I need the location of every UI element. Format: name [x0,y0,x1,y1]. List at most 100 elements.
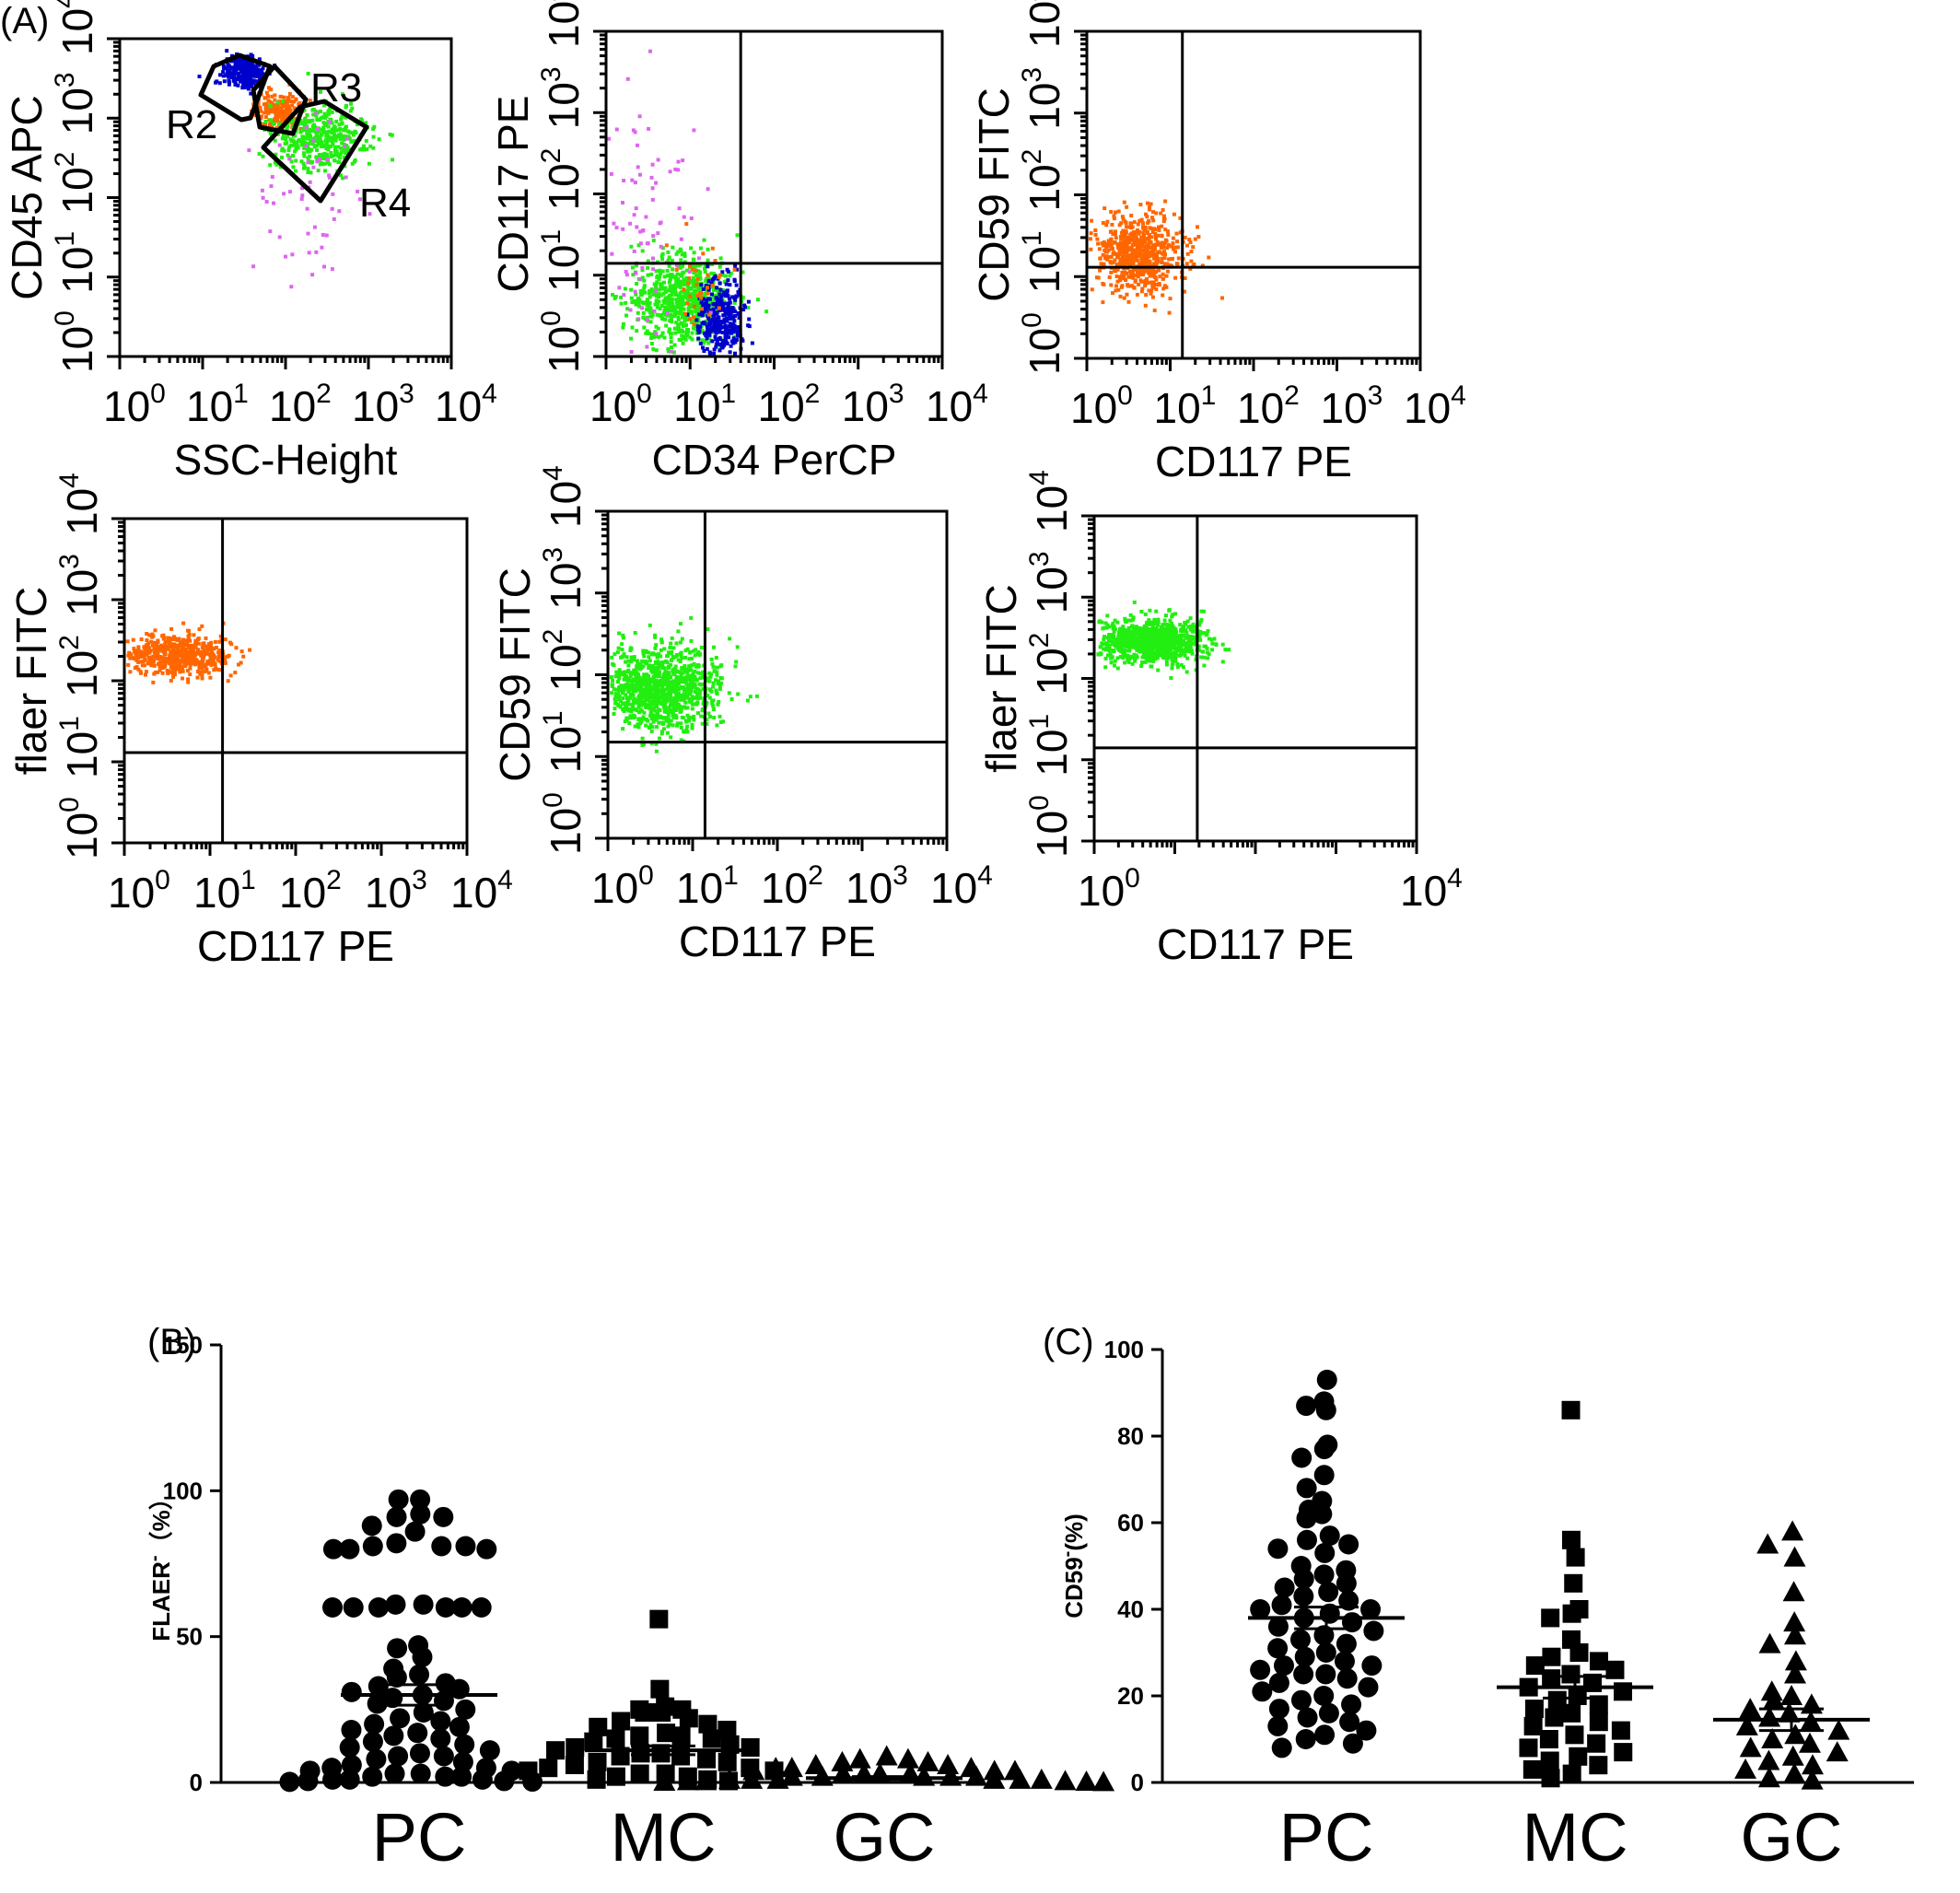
event-dot [263,123,268,127]
event-dot [644,718,648,721]
event-dot [662,317,667,321]
event-dot [706,327,710,332]
event-dot [667,308,671,312]
event-dot [640,736,645,741]
event-dot [1165,246,1170,250]
event-dot [355,123,359,127]
event-dot [338,136,343,141]
event-dot [628,714,633,719]
event-dot [278,100,283,105]
event-dot [685,312,690,317]
event-dot [1206,656,1210,660]
event-dot [1162,250,1166,254]
event-dot [736,290,741,294]
event-dot [133,666,137,671]
event-dot [614,687,619,692]
event-dot [646,693,650,697]
event-dot [1138,218,1142,223]
event-dot [161,633,166,637]
event-dot [1118,242,1123,247]
event-dot [256,101,261,106]
event-dot [308,120,312,124]
event-dot [1141,234,1146,239]
event-dot [158,648,162,652]
event-dot [693,325,697,330]
event-dot [694,282,699,286]
event-dot [699,300,704,305]
event-dot [186,643,191,648]
axis-ticks [107,37,453,369]
event-dot [720,340,725,344]
event-dot [651,239,656,243]
event-dot [706,627,710,631]
y-tick-label: 101 [536,229,588,292]
event-dot [1120,242,1125,247]
event-dot [671,303,675,308]
event-dot [699,682,704,686]
event-dot [345,147,350,152]
event-dot [326,147,331,152]
event-dot [673,713,678,718]
event-dot [134,658,139,662]
event-dot [714,690,718,695]
event-dot [658,275,662,279]
event-dot [678,311,682,316]
event-dot [171,660,176,665]
event-dot [728,315,731,319]
event-dot [686,306,691,310]
event-dot [1169,257,1173,262]
event-dot [666,683,671,687]
event-dot [234,82,239,87]
event-dot [620,648,624,652]
event-dot [721,719,726,724]
event-dot [1132,230,1137,235]
event-dot [325,154,329,158]
event-dot [685,706,690,710]
event-dot [656,699,660,704]
event-dot [262,96,267,100]
event-dot [1171,241,1175,246]
event-dot [348,109,353,113]
event-dot [302,146,307,151]
event-dot [285,101,289,105]
event-dot [704,319,708,323]
event-dot [715,317,719,321]
event-dot [660,665,665,670]
event-dot [171,674,176,679]
event-dot [192,660,197,665]
event-dot [660,676,665,681]
event-dot [671,723,675,728]
event-dot [1122,259,1126,263]
event-dot [152,658,157,662]
event-dot [696,336,701,341]
event-dot [653,714,658,718]
event-dot [689,638,694,643]
event-dot [342,156,346,159]
event-dot [726,294,730,298]
event-dot [181,669,185,673]
gate-label-r4: R4 [359,181,411,226]
event-dot [735,233,740,238]
event-dot [655,312,659,317]
event-dot [126,653,131,658]
event-dot [179,644,183,649]
event-dot [688,263,693,268]
event-dot [265,94,270,99]
event-dot [627,676,632,681]
event-dot [712,347,717,352]
event-dot [331,137,335,142]
event-dot [1107,646,1112,650]
event-dot [308,133,312,137]
event-dot [690,726,694,730]
event-dot [715,723,719,728]
event-dot [1140,286,1145,291]
event-dot [645,650,648,654]
event-dot [236,77,240,81]
event-dot [674,702,679,707]
event-dot [188,650,192,655]
event-dot [172,672,177,677]
event-dot [1131,259,1136,263]
event-dot [663,705,668,709]
event-dot [647,666,651,671]
event-dot [691,702,694,707]
